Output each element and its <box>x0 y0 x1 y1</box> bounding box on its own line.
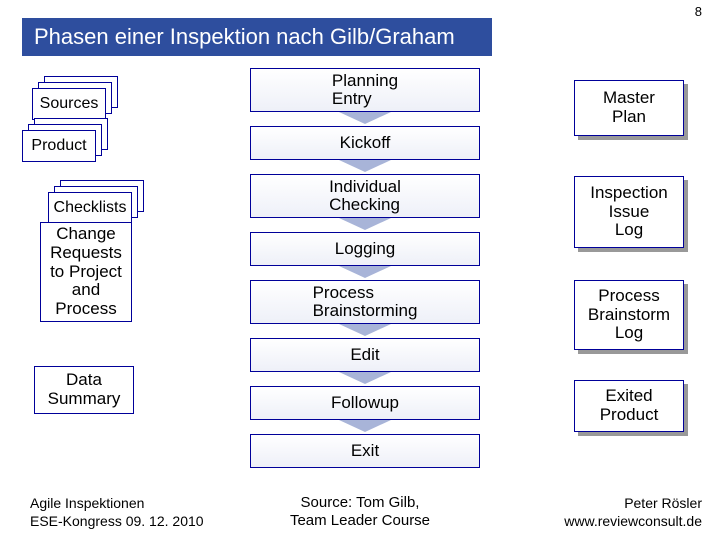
step-5-label: Edit <box>250 338 480 372</box>
step-5-arrow-icon <box>339 372 391 384</box>
page-title: Phasen einer Inspektion nach Gilb/Graham <box>22 18 492 56</box>
page-number: 8 <box>695 4 702 19</box>
step-3-arrow-icon <box>339 266 391 278</box>
step-3-label: Logging <box>250 232 480 266</box>
step-1-label: Kickoff <box>250 126 480 160</box>
step-5: Edit <box>250 338 480 384</box>
input-product: Product <box>22 118 112 166</box>
input-data-summary: Data Summary <box>34 366 134 414</box>
step-3: Logging <box>250 232 480 278</box>
step-1-arrow-icon <box>339 160 391 172</box>
step-0-label: Planning Entry <box>250 68 480 112</box>
input-sources-label: Sources <box>32 88 106 120</box>
step-4-label: Process Brainstorming <box>250 280 480 324</box>
step-7-label: Exit <box>250 434 480 468</box>
output-brainstorm-log: Process Brainstorm Log <box>574 280 684 350</box>
output-master-plan: Master Plan <box>574 80 684 136</box>
step-6: Followup <box>250 386 480 432</box>
step-4: Process Brainstorming <box>250 280 480 336</box>
output-exited-product: Exited Product <box>574 380 684 432</box>
step-6-arrow-icon <box>339 420 391 432</box>
step-7: Exit <box>250 434 480 468</box>
step-4-arrow-icon <box>339 324 391 336</box>
step-2: Individual Checking <box>250 174 480 230</box>
step-2-label: Individual Checking <box>250 174 480 218</box>
input-product-label: Product <box>22 130 96 162</box>
input-checklists-label: Checklists <box>48 192 132 224</box>
footer-right-line1: Peter Rösler <box>624 495 702 511</box>
footer-center-line2: Team Leader Course <box>290 512 430 529</box>
step-2-arrow-icon <box>339 218 391 230</box>
step-6-label: Followup <box>250 386 480 420</box>
step-0: Planning Entry <box>250 68 480 124</box>
step-0-arrow-icon <box>339 112 391 124</box>
footer-right: Peter Rösler www.reviewconsult.de <box>564 495 702 530</box>
output-issue-log: Inspection Issue Log <box>574 176 684 248</box>
input-checklists: Checklists <box>48 180 148 228</box>
footer-center-line1: Source: Tom Gilb, <box>301 494 420 511</box>
input-change-requests: Change Requests to Project and Process <box>40 222 132 322</box>
input-sources: Sources <box>32 76 122 124</box>
footer-right-line2: www.reviewconsult.de <box>564 513 702 529</box>
step-1: Kickoff <box>250 126 480 172</box>
